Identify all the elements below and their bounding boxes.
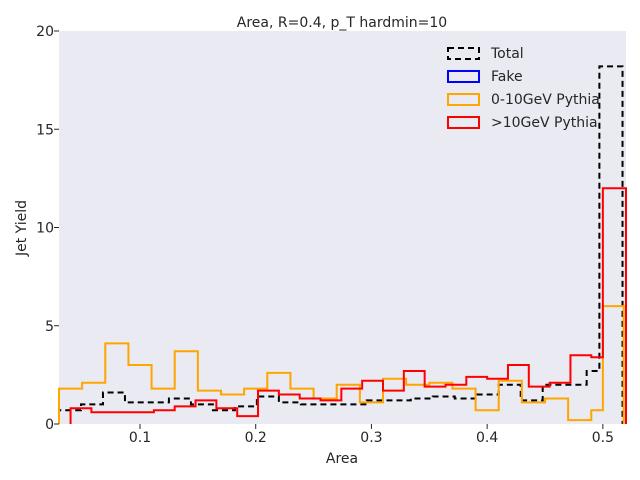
x-tick-label: 0.3	[360, 430, 382, 446]
y-axis-label: Jet Yield	[14, 200, 30, 257]
x-tick-label: 0.2	[245, 430, 267, 446]
x-tick-label: 0.1	[129, 430, 151, 446]
y-axis-ticks: 0 5 10 15 20	[36, 24, 59, 433]
chart-title: Area, R=0.4, p_T hardmin=10	[237, 15, 447, 31]
series-total-line	[58, 65, 624, 424]
plot-background	[59, 31, 626, 424]
legend-item-10gev-pythia: >10GeV Pythia	[447, 115, 598, 131]
legend-swatch	[447, 93, 480, 106]
y-tick-label: 15	[36, 122, 54, 138]
legend-label: Total	[490, 46, 524, 62]
legend-swatch	[447, 70, 480, 83]
x-axis-ticks: 0.1 0.2 0.3 0.4 0.5	[129, 424, 614, 446]
legend-swatch	[447, 47, 480, 60]
x-tick-label: 0.5	[592, 430, 614, 446]
legend-label: >10GeV Pythia	[491, 115, 598, 131]
series-layer	[58, 65, 627, 424]
y-tick-label: 10	[36, 221, 54, 237]
legend-swatch	[447, 116, 480, 129]
series-10gev-pythia-line	[69, 187, 627, 424]
legend-label: Fake	[491, 69, 523, 85]
legend-label: 0-10GeV Pythia	[491, 92, 600, 108]
y-tick-label: 5	[45, 319, 54, 335]
y-tick-label: 20	[36, 24, 54, 40]
y-tick-label: 0	[45, 417, 54, 433]
x-tick-label: 0.4	[476, 430, 498, 446]
legend-item-0-10gev-pythia: 0-10GeV Pythia	[447, 92, 600, 108]
series-0-10gev-pythia-line	[58, 305, 625, 424]
x-axis-label: Area	[326, 451, 358, 467]
legend-item-fake: Fake	[447, 69, 523, 85]
legend: Total Fake 0-10GeV Pythia >10GeV Pythia	[447, 46, 600, 131]
legend-item-total: Total	[447, 46, 524, 62]
